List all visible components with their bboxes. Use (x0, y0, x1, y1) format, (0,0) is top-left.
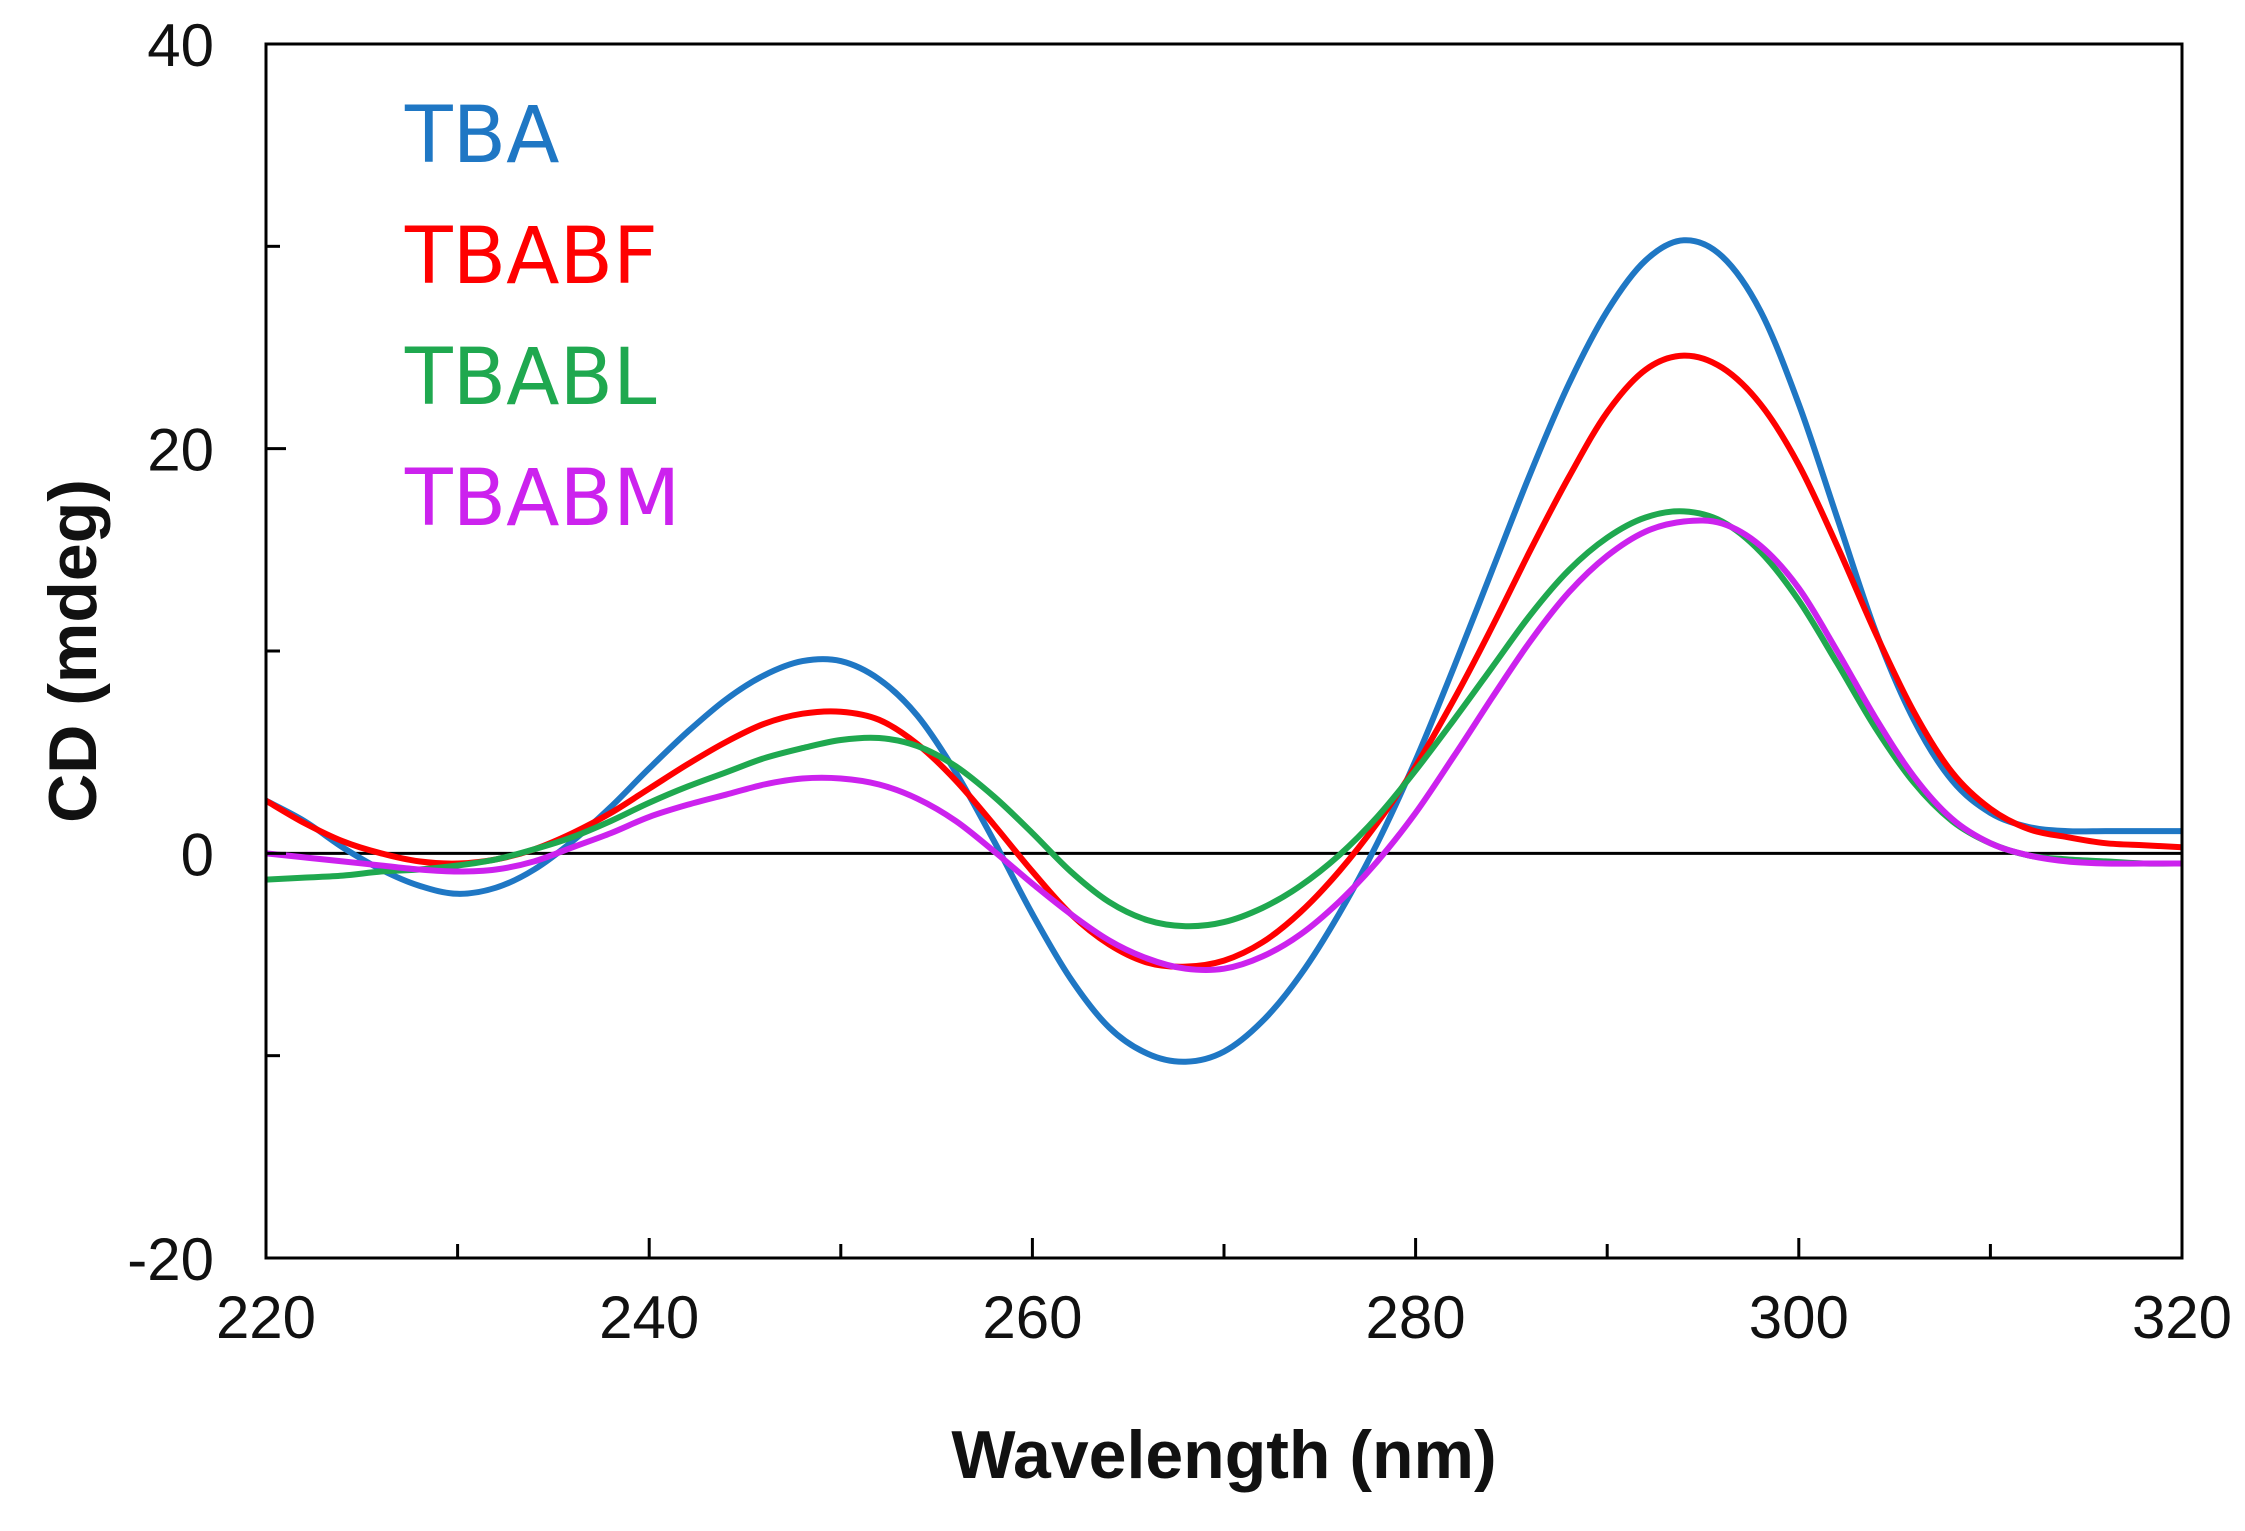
series-line-tbabl (266, 508, 2182, 930)
y-tick-label: 0 (181, 821, 214, 888)
x-axis-title: Wavelength (nm) (951, 1417, 1496, 1493)
tick-layer: 220 240 260 280 300 320 -20 0 20 40 (127, 12, 2232, 1351)
legend-label-tbabf: TBABF (404, 212, 658, 302)
x-tick-label: 300 (1749, 1284, 1849, 1351)
series-line-tbabf (266, 352, 2182, 970)
legend-label-tba: TBA (404, 91, 560, 181)
series-layer (266, 237, 2182, 1065)
legend-label-tbabm: TBABM (404, 454, 680, 544)
y-axis-title: CD (mdeg) (35, 479, 111, 823)
x-tick-label: 220 (216, 1284, 316, 1351)
series-line-tba (266, 237, 2182, 1065)
legend-label-tbabl: TBABL (404, 333, 657, 423)
y-tick-label: 40 (147, 12, 214, 79)
y-tick-label: 20 (147, 417, 214, 484)
series-line-tbabm (266, 517, 2182, 974)
x-tick-label: 240 (599, 1284, 699, 1351)
x-tick-label: 260 (982, 1284, 1082, 1351)
x-tick-label: 320 (2132, 1284, 2232, 1351)
legend: TBA TBABF TBABL TBABM (404, 91, 680, 544)
x-tick-label: 280 (1366, 1284, 1466, 1351)
y-tick-label: -20 (127, 1226, 214, 1293)
